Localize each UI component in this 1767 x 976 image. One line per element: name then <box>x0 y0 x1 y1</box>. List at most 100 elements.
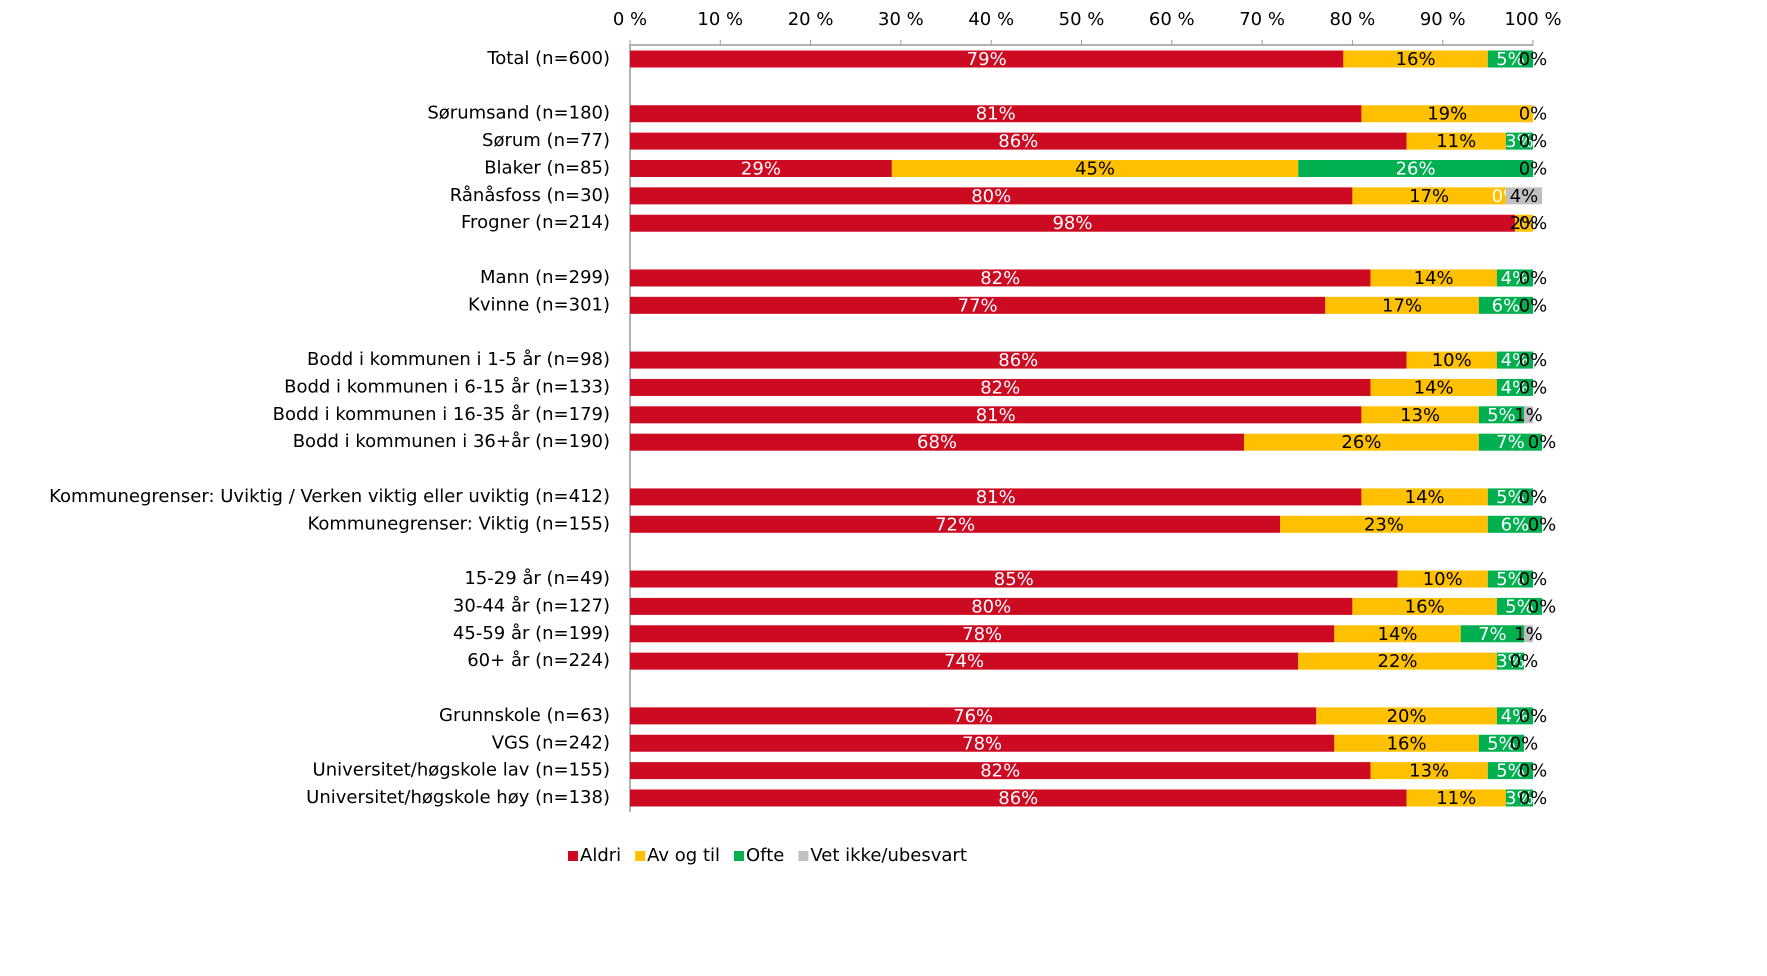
bar-segment <box>1487 762 1533 780</box>
value-label: 81% <box>976 104 1016 125</box>
value-label: 5% <box>1505 596 1534 617</box>
value-label: 80% <box>971 596 1011 617</box>
value-label: 19% <box>1427 104 1467 125</box>
value-label: 17% <box>1382 295 1422 316</box>
bar-segment <box>1460 625 1524 643</box>
value-label: 16% <box>1405 596 1445 617</box>
legend-swatch <box>635 851 646 861</box>
value-label: 76% <box>953 706 993 727</box>
value-label: 26% <box>1341 432 1381 453</box>
value-label: 80% <box>971 186 1011 207</box>
category-label: Sørumsand (n=180) <box>427 103 610 124</box>
value-label: 98% <box>1052 213 1092 234</box>
value-label: 13% <box>1400 405 1440 426</box>
bar-segment <box>1352 187 1506 205</box>
value-label: 4% <box>1501 350 1530 371</box>
value-label: 0% <box>1519 49 1548 70</box>
value-label: 5% <box>1496 487 1525 508</box>
value-label: 0% <box>1519 158 1548 179</box>
bar-segment <box>630 707 1317 725</box>
bar-segment <box>1280 515 1488 533</box>
value-label: 4% <box>1501 706 1530 727</box>
value-label: 11% <box>1436 788 1476 809</box>
x-tick-label: 80 % <box>1330 9 1376 30</box>
category-label: Blaker (n=85) <box>484 157 610 178</box>
value-label: 0% <box>1519 377 1548 398</box>
bar-segment <box>1361 105 1533 123</box>
legend-swatch <box>734 851 745 861</box>
bar-segment <box>1496 269 1533 287</box>
bar-segment <box>1316 707 1497 725</box>
value-label: 1% <box>1514 405 1543 426</box>
value-label: 2% <box>1510 213 1539 234</box>
bar-segment <box>1334 734 1479 752</box>
bar-segment <box>1487 570 1533 588</box>
category-label: Mann (n=299) <box>480 267 610 288</box>
bar-segment <box>630 269 1371 287</box>
value-label: 82% <box>980 377 1020 398</box>
bar-segment <box>630 597 1353 615</box>
bar-segment <box>630 570 1398 588</box>
x-tick-label: 0 % <box>613 9 647 30</box>
value-label: 11% <box>1436 131 1476 152</box>
bar-segment <box>630 515 1281 533</box>
bar-segment <box>1496 378 1533 396</box>
x-tick-label: 70 % <box>1239 9 1285 30</box>
value-label: 17% <box>1409 186 1449 207</box>
value-label: 0% <box>1519 706 1548 727</box>
value-label: 4% <box>1501 377 1530 398</box>
value-label: 82% <box>980 268 1020 289</box>
bar-segment <box>1487 50 1533 68</box>
bar-segment <box>891 159 1299 177</box>
value-label: 81% <box>976 405 1016 426</box>
x-tick-label: 90 % <box>1420 9 1466 30</box>
category-label: 30-44 år (n=127) <box>453 595 610 616</box>
bar-segment <box>630 132 1407 150</box>
value-label: 5% <box>1496 761 1525 782</box>
value-label: 26% <box>1396 158 1436 179</box>
bar-segment <box>1496 597 1543 615</box>
bar-segment <box>1478 433 1543 451</box>
value-label: 10% <box>1423 569 1463 590</box>
value-label: 7% <box>1478 624 1507 645</box>
bar-segment <box>1406 132 1506 150</box>
bar-segment <box>630 406 1362 424</box>
bar-segment <box>1370 269 1497 287</box>
bar-segment <box>1523 406 1533 424</box>
bar-segment <box>1343 50 1488 68</box>
bar-segment <box>630 625 1335 643</box>
category-label: Universitet/høgskole høy (n=138) <box>306 787 610 808</box>
bar-segment <box>1496 351 1533 369</box>
category-label: Total (n=600) <box>486 48 610 69</box>
bar-segment <box>1478 296 1533 314</box>
bar-segment <box>1361 406 1479 424</box>
category-label: Frogner (n=214) <box>461 212 610 233</box>
value-label: 23% <box>1364 514 1404 535</box>
value-label: 5% <box>1496 569 1525 590</box>
legend-label: Aldri <box>580 845 621 866</box>
value-label: 0% <box>1519 131 1548 152</box>
value-label: 14% <box>1378 624 1418 645</box>
bar-segment <box>1505 187 1543 205</box>
value-label: 22% <box>1378 651 1418 672</box>
category-label: Kommunegrenser: Uviktig / Verken viktig … <box>49 486 610 507</box>
category-label: Kommunegrenser: Viktig (n=155) <box>307 513 610 534</box>
bar-segment <box>1523 625 1533 643</box>
bar-segment <box>630 488 1362 506</box>
value-label: 77% <box>958 295 998 316</box>
value-label: 0% <box>1510 733 1539 754</box>
bar-segment <box>630 789 1407 807</box>
value-label: 68% <box>917 432 957 453</box>
category-label: Kvinne (n=301) <box>468 294 610 315</box>
value-label: 0% <box>1519 788 1548 809</box>
bar-segment <box>1244 433 1479 451</box>
value-label: 0% <box>1519 295 1548 316</box>
value-label: 78% <box>962 624 1002 645</box>
bar-segment <box>1496 707 1533 725</box>
bar-segment <box>630 378 1371 396</box>
value-label: 0% <box>1528 432 1557 453</box>
value-label: 13% <box>1409 761 1449 782</box>
bar-segment <box>1298 652 1497 670</box>
category-label: VGS (n=242) <box>492 732 610 753</box>
